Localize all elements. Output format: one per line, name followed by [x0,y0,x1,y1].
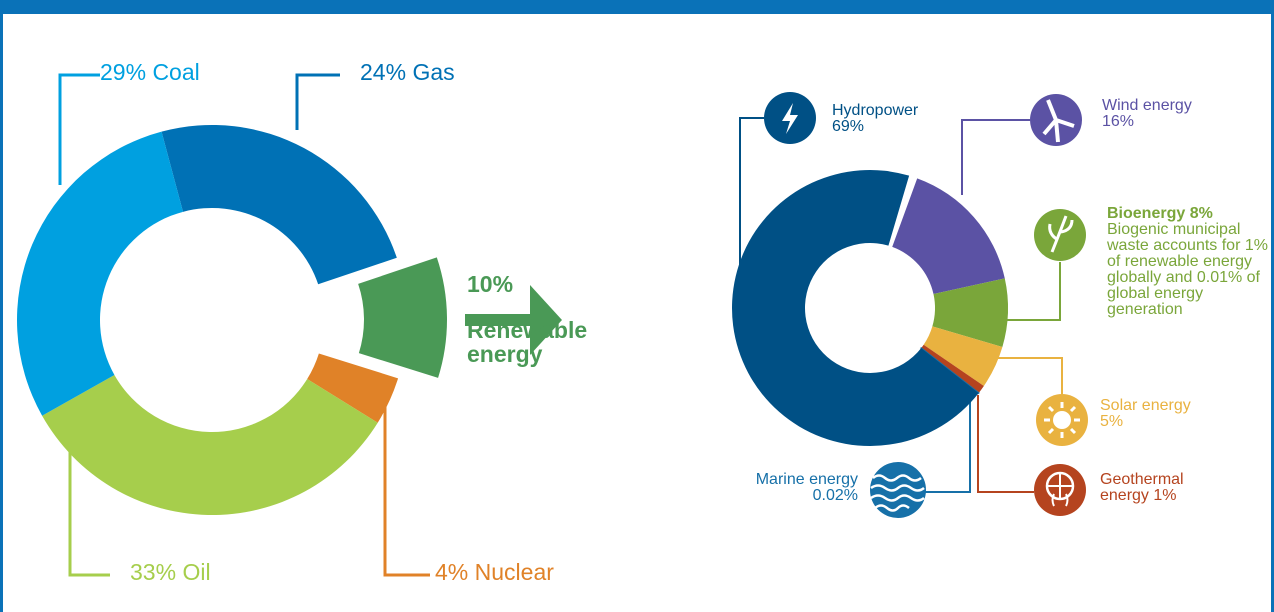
category-label: Solar energy [1100,397,1191,414]
category-label: Nuclear [474,559,554,585]
donut-slice [923,326,1003,386]
leader-line [1005,262,1061,321]
donut [17,124,447,515]
value-label: 10% [467,271,514,297]
annotation: Biogenic municipal waste accounts for 1%… [1107,221,1268,318]
category-label: Hydropower [832,102,919,119]
arrow-shaft [465,314,535,326]
leader-line [68,420,110,577]
icon-glyph [1048,215,1074,253]
value-label: 8% [1189,205,1213,222]
donut-slice [358,257,447,378]
icon-glyph [1042,99,1075,143]
leader-line [977,395,1034,493]
value-label: 1% [1153,487,1177,504]
icon-glyph [870,474,925,512]
icons [764,92,1088,518]
arrow-head [530,285,562,355]
icon-glyph [1053,411,1071,429]
category-label: Geothermal energy [1100,471,1184,504]
leader-line [995,357,1063,394]
donut-slice [732,169,979,446]
icon-glyph [1047,473,1073,507]
donut-slice [161,124,397,285]
slice-label: Geothermal energy 1% [1100,472,1195,504]
leader-line [295,73,340,130]
slice-label: 29% Coal [100,60,200,84]
arrow [465,285,562,355]
value-label: 16% [1102,113,1135,130]
donut-slice [920,346,980,395]
leader-lines [58,73,1063,577]
leader-line [739,117,764,270]
donut [732,169,1008,446]
leader-line [58,73,100,185]
donut-slice [42,374,378,515]
donut-slice [932,278,1008,347]
category-label: Marine energy [755,471,858,488]
value-label: 24% [360,59,407,85]
category-label: Wind energy [1102,97,1192,114]
slice-label: Wind energy 16% [1102,98,1192,130]
icon-glyph [782,103,798,134]
slice-label: 10% Renewable energy [467,272,627,366]
slice-label: Solar energy 5% [1100,398,1191,430]
leader-line [924,392,971,493]
slice-label: Hydropower 69% [832,103,918,135]
donut-slice [17,131,184,416]
value-label: 5% [1100,413,1124,430]
value-label: 69% [832,118,865,135]
slice-label: 24% Gas [360,60,455,84]
leader-line [961,119,1030,195]
value-label: 4% [435,559,469,585]
category-label: Gas [412,59,455,85]
value-label: 29% [100,59,147,85]
value-label: 0.02% [812,487,858,504]
category-label: Renewable energy [467,317,588,368]
slice-label: 33% Oil [130,560,211,584]
icon-glyph [1044,402,1080,438]
category-label: Coal [152,59,200,85]
slice-label: Bioenergy 8% Biogenic municipal waste acc… [1107,206,1269,318]
category-label: Oil [182,559,211,585]
slice-label: Marine energy 0.02% [700,472,858,504]
category-label: Bioenergy [1107,205,1186,222]
donut-slice [892,178,1005,295]
donut-slice [921,344,984,393]
leader-line [383,395,430,577]
value-label: 33% [130,559,177,585]
donut-slice [307,353,399,423]
line-break [467,296,627,318]
slice-label: 4% Nuclear [435,560,554,584]
